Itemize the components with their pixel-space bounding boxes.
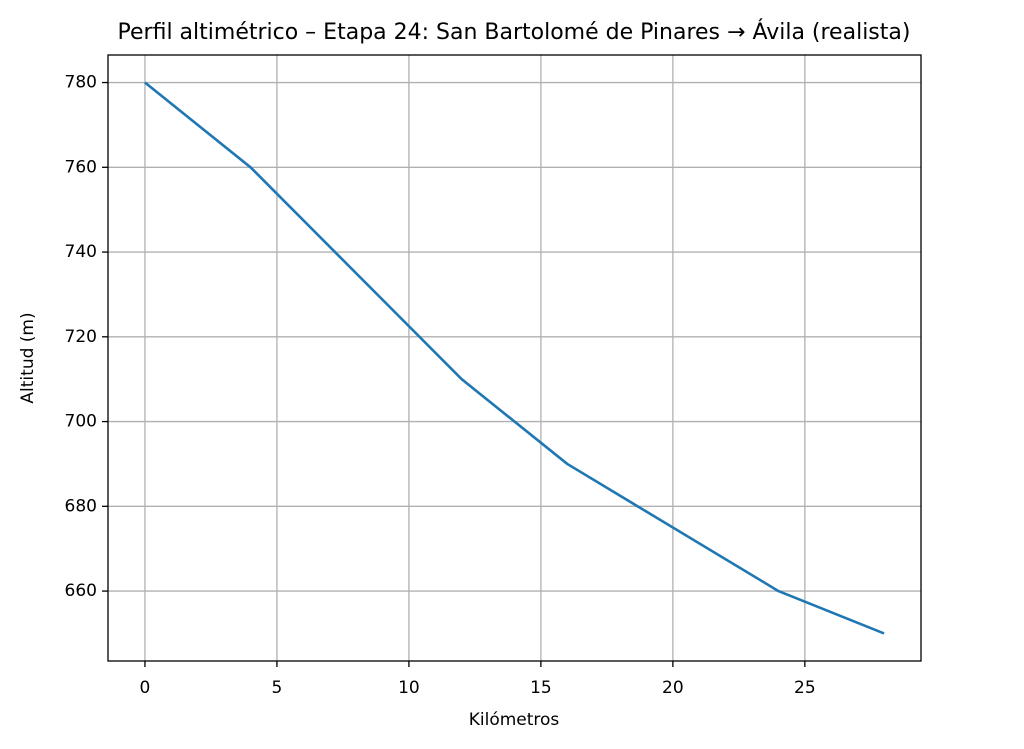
y-tick-label: 660 [65, 581, 97, 601]
chart-title: Perfil altimétrico – Etapa 24: San Barto… [118, 19, 911, 45]
plot-frame [107, 54, 922, 662]
x-axis-label: Kilómetros [469, 710, 560, 730]
y-tick-label: 740 [65, 242, 97, 262]
y-tick-label: 720 [65, 327, 97, 347]
x-tick-label: 10 [398, 678, 420, 698]
y-tick-label: 780 [65, 73, 97, 93]
y-tick-label: 680 [65, 496, 97, 516]
y-tick-label: 760 [65, 157, 97, 177]
x-tick-label: 25 [794, 678, 816, 698]
x-tick-label: 20 [662, 678, 684, 698]
x-tick-label: 5 [272, 678, 283, 698]
y-tick-label: 700 [65, 412, 97, 432]
x-tick-label: 0 [140, 678, 151, 698]
data-line [144, 81, 885, 635]
x-tick-label: 15 [530, 678, 552, 698]
y-axis-label: Altitud (m) [18, 312, 38, 403]
